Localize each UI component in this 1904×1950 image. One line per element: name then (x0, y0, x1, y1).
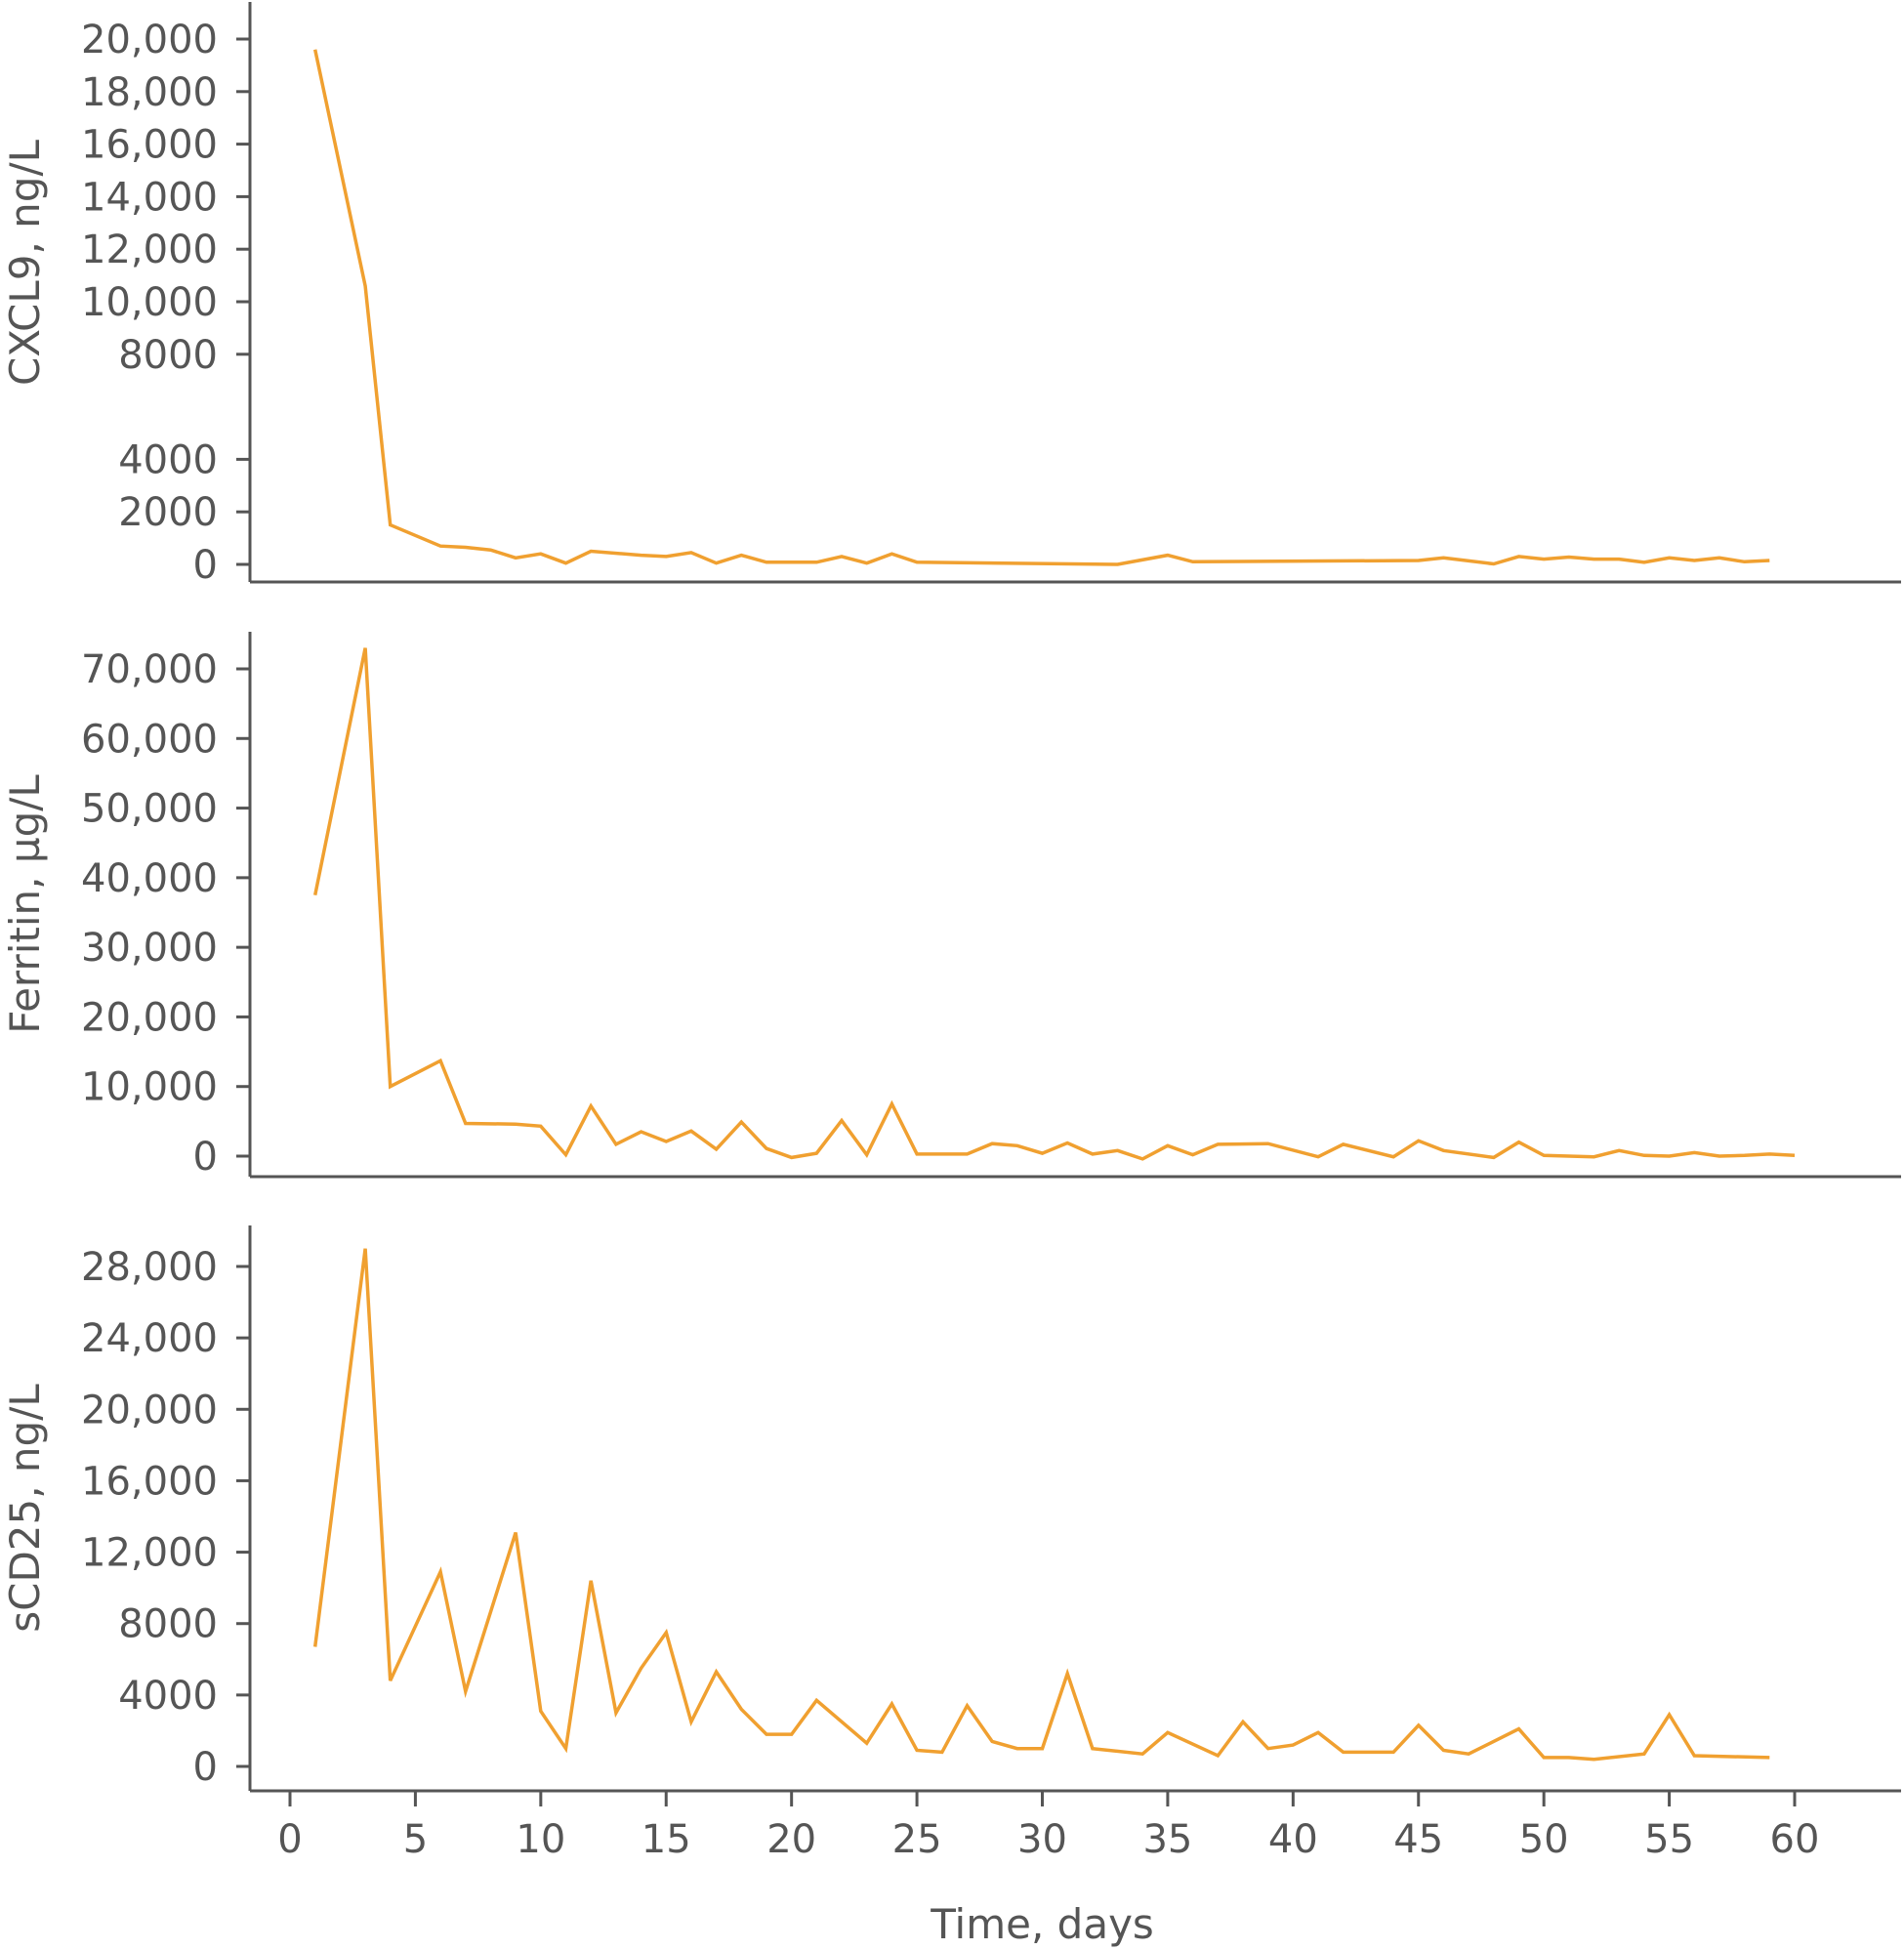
ferritin-y-tick-label: 40,000 (81, 856, 218, 901)
panel-ferritin: 0 10,000 20,000 30,000 40,000 50,000 60,000 70,… (1, 632, 1901, 1180)
ferritin-series-line (312, 647, 1796, 1161)
panel-scd25: 0 4000 8000 12,000 16,000 20,000 24,000 28,000 s… (1, 1225, 1901, 1948)
x-tick-label: 25 (892, 1817, 942, 1862)
scd25-series-line (312, 1248, 1770, 1762)
x-tick-label: 60 (1770, 1817, 1820, 1862)
ferritin-y-tick-label: 0 (193, 1135, 218, 1180)
scd25-y-tick-label: 20,000 (81, 1388, 218, 1432)
cxcl9-y-tick-label: 0 (193, 543, 218, 588)
cxcl9-y-tick-label: 20,000 (81, 18, 218, 62)
x-tick-label: 0 (277, 1817, 302, 1862)
x-tick-label: 45 (1393, 1817, 1443, 1862)
cxcl9-y-tick-label: 2000 (118, 490, 218, 535)
cxcl9-y-axis-title: CXCL9, ng/L (1, 139, 49, 386)
scd25-y-tick-label: 24,000 (81, 1316, 218, 1361)
cxcl9-y-tick-label: 18,000 (81, 70, 218, 115)
cxcl9-series-line (312, 49, 1770, 566)
x-tick-label: 10 (516, 1817, 565, 1862)
x-tick-label: 40 (1268, 1817, 1318, 1862)
x-tick-label: 5 (403, 1817, 428, 1862)
ferritin-y-tick-label: 60,000 (81, 717, 218, 762)
scd25-y-tick-label: 16,000 (81, 1459, 218, 1504)
ferritin-y-tick-label: 20,000 (81, 995, 218, 1040)
scd25-y-tick-label: 0 (193, 1745, 218, 1790)
ferritin-y-tick-label: 30,000 (81, 926, 218, 971)
cxcl9-y-tick-label: 10,000 (81, 280, 218, 325)
x-tick-label: 20 (766, 1817, 816, 1862)
x-tick-label: 55 (1644, 1817, 1694, 1862)
scd25-y-tick-label: 28,000 (81, 1245, 218, 1290)
ferritin-y-tick-label: 70,000 (81, 647, 218, 692)
cxcl9-y-tick-label: 14,000 (81, 175, 218, 220)
scd25-y-tick-label: 12,000 (81, 1531, 218, 1576)
ferritin-y-tick-label: 10,000 (81, 1065, 218, 1110)
x-tick-label: 35 (1142, 1817, 1192, 1862)
cxcl9-y-tick-label: 16,000 (81, 123, 218, 168)
scd25-y-axis-title: sCD25, ng/L (1, 1384, 49, 1633)
cxcl9-y-tick-label: 12,000 (81, 228, 218, 272)
ferritin-y-axis-title: Ferritin, µg/L (1, 774, 49, 1034)
scd25-y-tick-label: 8000 (118, 1602, 218, 1647)
scd25-y-tick-label: 4000 (118, 1674, 218, 1719)
panel-cxcl9: 0 2000 4000 8000 10,000 12,000 14,000 16,000 18,… (1, 2, 1901, 588)
x-tick-label: 50 (1519, 1817, 1569, 1862)
ferritin-y-tick-label: 50,000 (81, 787, 218, 832)
x-axis-title: Time, days (930, 1900, 1154, 1948)
cxcl9-y-tick-label: 8000 (118, 333, 218, 378)
cxcl9-y-tick-label: 4000 (118, 437, 218, 482)
x-tick-label: 15 (642, 1817, 691, 1862)
x-tick-label: 30 (1017, 1817, 1067, 1862)
